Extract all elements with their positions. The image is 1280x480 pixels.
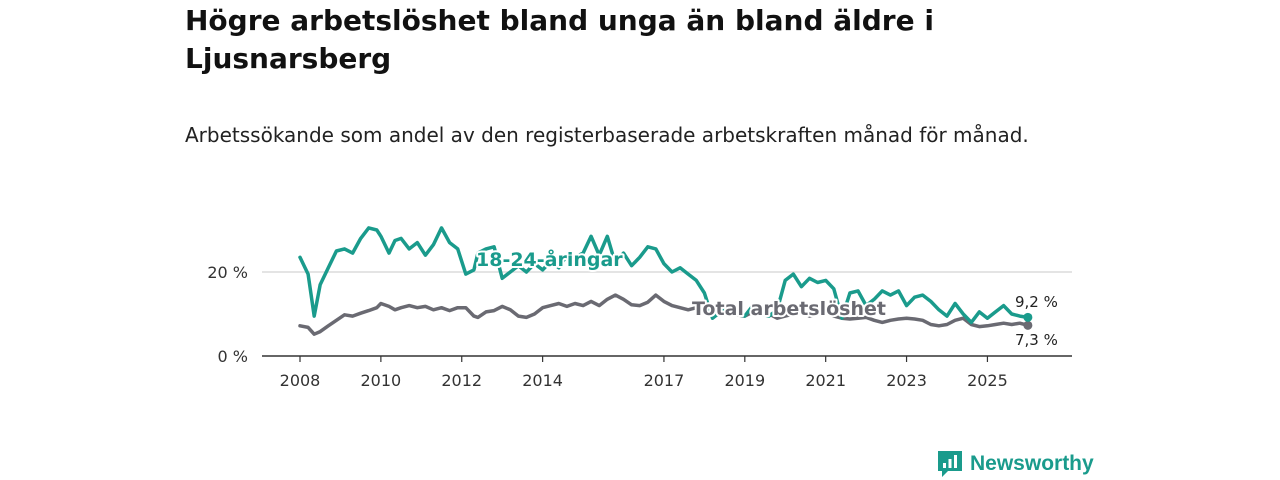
series-line-0 xyxy=(298,226,1030,325)
end-value-label-1: 7,3 % xyxy=(1015,331,1058,349)
chart-title: Högre arbetslöshet bland unga än bland ä… xyxy=(185,4,934,75)
chart-subtitle: Arbetssökande som andel av den registerb… xyxy=(185,123,1029,147)
series-labels: 18-24-åringar Total arbetslöshet 9,2 % 7,3 … xyxy=(474,245,1059,351)
x-tick-label: 2017 xyxy=(644,371,685,390)
y-tick-label: 20 % xyxy=(207,263,248,282)
x-tick-label: 2012 xyxy=(441,371,482,390)
series xyxy=(298,226,1033,336)
brand-logo[interactable]: Newsworthy xyxy=(936,448,1094,480)
end-value-label-0: 9,2 % xyxy=(1015,293,1058,311)
y-tick-label: 0 % xyxy=(218,347,248,366)
x-tick-label: 2023 xyxy=(886,371,927,390)
series-endpoint-1 xyxy=(1023,320,1033,330)
x-tick-label: 2008 xyxy=(280,371,321,390)
series-label-0: 18-24-åringar xyxy=(476,247,623,271)
axes: 0 % 20 % 2008 2010 2012 2014 2017 2019 2021 2023 2… xyxy=(207,263,1072,390)
x-tick-label: 2019 xyxy=(724,371,765,390)
x-tick-label: 2010 xyxy=(361,371,402,390)
newsworthy-logo-icon xyxy=(938,451,962,477)
series-line-1 xyxy=(298,293,1030,336)
x-tick-label: 2025 xyxy=(967,371,1008,390)
brand-name: Newsworthy xyxy=(970,452,1094,475)
x-tick-label: 2021 xyxy=(805,371,846,390)
series-endpoint-0 xyxy=(1023,312,1033,322)
x-tick-label: 2014 xyxy=(522,371,563,390)
series-label-1: Total arbetslöshet xyxy=(692,298,886,320)
